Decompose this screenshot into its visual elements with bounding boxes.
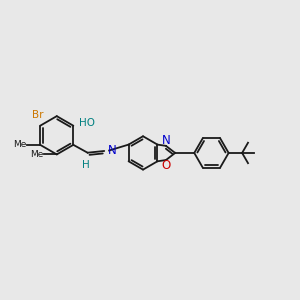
Text: Me: Me	[30, 150, 43, 159]
Text: N: N	[108, 144, 116, 157]
Text: Me: Me	[13, 140, 27, 149]
Text: N: N	[162, 134, 171, 147]
Text: H: H	[82, 160, 90, 170]
Text: Br: Br	[32, 110, 44, 120]
Text: O: O	[162, 159, 171, 172]
Text: HO: HO	[79, 118, 95, 128]
